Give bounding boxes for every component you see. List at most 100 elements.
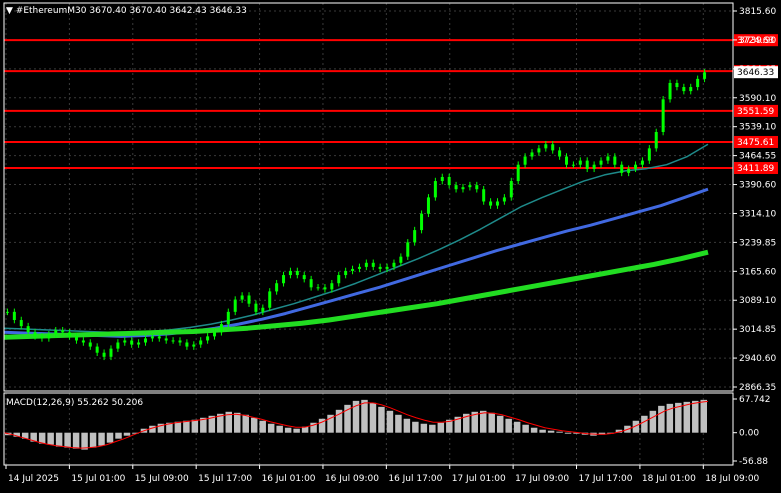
macd-bar <box>505 418 512 433</box>
time-tick-label: 17 Jul 17:00 <box>579 474 633 484</box>
moving-averages <box>3 143 709 340</box>
candle-body <box>406 242 410 257</box>
macd-bar <box>284 427 292 433</box>
macd-bar <box>89 432 97 448</box>
candle-body <box>661 99 665 132</box>
candle-body <box>130 340 134 345</box>
price-level-label: 3551.59 <box>737 107 774 117</box>
candle-body <box>461 187 465 190</box>
macd-bar <box>471 411 478 433</box>
candle-body <box>309 279 313 288</box>
ma-line-ma-mid <box>3 187 709 338</box>
candle-body <box>489 201 493 206</box>
macd-bar <box>352 400 360 433</box>
candle-body <box>364 262 368 267</box>
macd-bar <box>183 420 190 433</box>
candle-body <box>74 336 78 341</box>
candle-body <box>640 160 644 165</box>
candle-body <box>634 164 638 169</box>
candle-body <box>295 270 299 276</box>
candle-body <box>261 307 265 312</box>
candle-body <box>268 291 272 308</box>
price-level-tag[interactable] <box>734 135 778 148</box>
macd-bar <box>513 421 521 433</box>
macd-bar <box>166 422 173 433</box>
candle-body <box>337 275 341 284</box>
macd-tick-label: 0.00 <box>739 429 759 439</box>
macd-bar <box>327 414 334 433</box>
macd-bar <box>301 426 309 433</box>
candle-body <box>351 268 355 271</box>
price-level-tag[interactable] <box>734 104 778 117</box>
macd-bar <box>369 402 377 433</box>
candle-body <box>61 330 65 333</box>
candle-body <box>19 320 23 327</box>
macd-bar <box>149 425 156 433</box>
symbol-header: ▼ #EthereumM30 3670.40 3670.40 3642.43 3… <box>6 6 247 16</box>
macd-bar <box>437 422 445 433</box>
candle-body <box>558 150 562 157</box>
price-level-tag[interactable] <box>734 34 778 47</box>
macd-bar <box>692 400 699 433</box>
macd-bar <box>386 410 394 433</box>
time-tick-label: 18 Jul 09:00 <box>705 474 759 484</box>
macd-bar <box>217 413 224 433</box>
macd-bar <box>174 421 182 433</box>
macd-bar <box>157 423 165 433</box>
macd-bar <box>250 417 258 433</box>
candle-body <box>654 131 658 149</box>
price-tick-label: 3590.10 <box>739 94 776 104</box>
macd-bar <box>276 425 283 433</box>
macd-bar <box>556 431 563 433</box>
price-level-label: 3475.61 <box>737 138 774 148</box>
macd-bar <box>318 418 326 433</box>
candle-body <box>302 275 306 280</box>
candle-body <box>433 181 437 198</box>
candle-body <box>385 266 389 269</box>
candle-body <box>171 340 175 342</box>
candle-body <box>523 156 527 165</box>
candle-body <box>233 299 237 312</box>
macd-bar <box>200 417 207 433</box>
candle-body <box>81 340 85 343</box>
macd-bar <box>38 432 46 444</box>
candle-body <box>164 338 168 341</box>
candle-body <box>475 185 479 190</box>
macd-bar <box>539 429 546 433</box>
macd-bar <box>479 410 487 433</box>
candle-body <box>551 144 555 151</box>
time-tick-label: 15 Jul 01:00 <box>71 474 125 484</box>
price-tick-label: 3815.60 <box>739 7 776 17</box>
price-level-label: 3724.63 <box>737 36 774 46</box>
candle-body <box>571 164 575 166</box>
macd-bar <box>378 406 385 433</box>
candle-body <box>316 287 320 289</box>
time-tick-label: 17 Jul 01:00 <box>452 474 506 484</box>
price-level-label: 3411.89 <box>737 164 774 174</box>
time-tick-label: 15 Jul 17:00 <box>198 474 252 484</box>
macd-bar <box>395 414 402 433</box>
candle-body <box>627 168 631 173</box>
macd-bar <box>310 422 317 433</box>
candle-body <box>33 332 37 337</box>
macd-bar <box>412 421 419 433</box>
candle-body <box>102 352 106 357</box>
candle-body <box>344 270 348 276</box>
candle-body <box>226 311 230 325</box>
price-tick-label: 3739.90 <box>739 36 776 46</box>
macd-bar <box>55 432 63 447</box>
candle-body <box>199 340 203 345</box>
candle-body <box>447 176 451 186</box>
price-level-tag[interactable] <box>734 162 778 175</box>
candle-body <box>668 82 672 100</box>
candle-body <box>88 342 92 347</box>
time-tick-label: 14 Jul 2025 <box>8 474 59 484</box>
macd-bar <box>344 404 351 433</box>
candle-body <box>95 346 99 353</box>
candle-body <box>192 344 196 347</box>
macd-bar <box>191 419 199 433</box>
candle-body <box>392 262 396 267</box>
macd-bar <box>573 432 580 434</box>
